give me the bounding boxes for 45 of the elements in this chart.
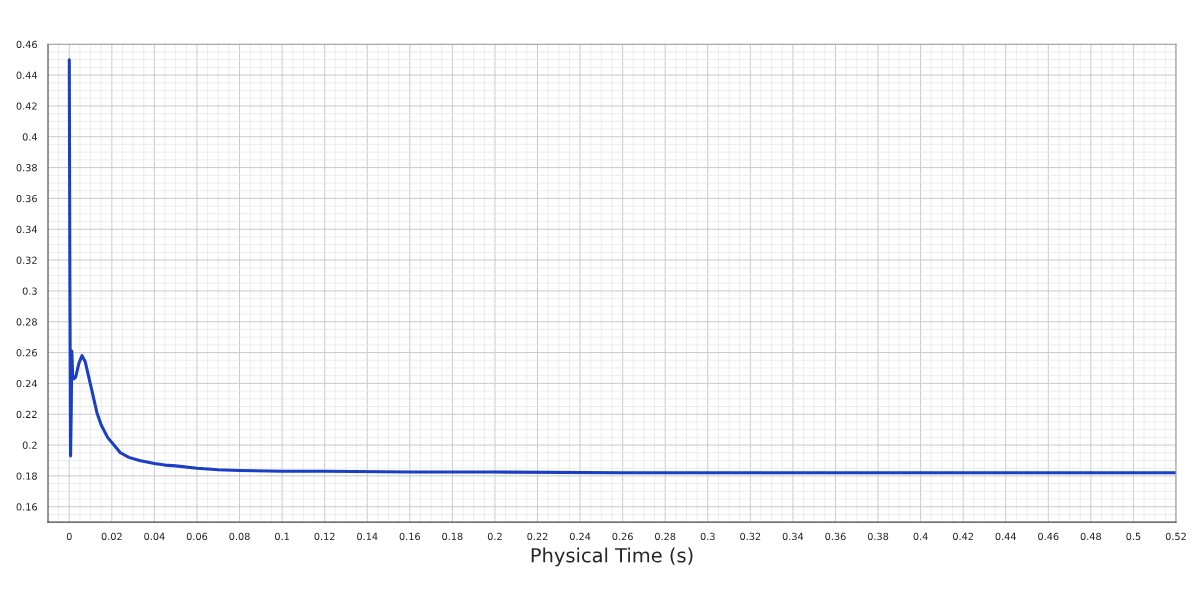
x-tick-label: 0.22 [527, 532, 548, 541]
x-tick-label: 0.5 [1126, 532, 1141, 541]
x-tick-label: 0.04 [144, 532, 165, 541]
y-tick-label: 0.26 [16, 349, 37, 357]
y-tick-label: 0.28 [16, 318, 37, 326]
y-tick-label: 0.3 [22, 287, 37, 295]
x-tick-label: 0.06 [186, 532, 208, 541]
y-tick-label: 0.22 [16, 410, 37, 419]
x-tick-label: 0.2 [487, 532, 502, 541]
x-tick-label: 0.44 [995, 532, 1017, 541]
x-tick-label: 0.3 [700, 532, 715, 541]
x-tick-label: 0.02 [101, 532, 122, 541]
x-tick-label: 0.18 [442, 532, 463, 541]
y-tick-label: 0.38 [16, 164, 37, 172]
y-tick-label: 0.36 [16, 194, 37, 203]
x-tick-label: 0.38 [867, 532, 889, 541]
x-tick-label: 0 [66, 532, 72, 541]
x-tick-label: 0.24 [569, 532, 591, 541]
x-tick-label: 0.1 [275, 532, 289, 541]
y-tick-label: 0.32 [16, 256, 37, 264]
y-tick-label: 0.4 [22, 133, 38, 141]
y-tick-label: 0.2 [22, 441, 37, 449]
x-tick-label: 0.16 [399, 532, 421, 541]
x-tick-label: 0.32 [740, 532, 761, 541]
y-tick-label: 0.34 [16, 225, 38, 234]
y-tick-label: 0.46 [16, 40, 37, 49]
line-series [67, 58, 1176, 475]
y-tick-label: 0.18 [16, 472, 37, 480]
y-tick-label: 0.44 [16, 71, 38, 79]
x-tick-label: 0.12 [314, 532, 335, 541]
x-tick-label: 0.36 [825, 532, 846, 541]
y-tick-label: 0.24 [16, 379, 38, 388]
y-tick-label: 0.16 [16, 503, 37, 511]
x-tick-label: 0.52 [1165, 532, 1186, 541]
x-tick-label: 0.14 [357, 532, 378, 541]
x-tick-label: 0.08 [229, 532, 250, 541]
x-tick-label: 0.4 [913, 532, 928, 541]
x-tick-label: 0.48 [1080, 532, 1102, 541]
x-tick-label: 0.26 [612, 532, 633, 541]
x-axis-title: Physical Time (s) [531, 547, 693, 567]
x-tick-label: 0.42 [952, 532, 974, 541]
x-tick-label: 0.28 [655, 532, 676, 541]
x-tick-label: 0.34 [782, 532, 804, 541]
y-tick-label: 0.42 [16, 102, 37, 110]
x-tick-label: 0.46 [1038, 532, 1059, 541]
